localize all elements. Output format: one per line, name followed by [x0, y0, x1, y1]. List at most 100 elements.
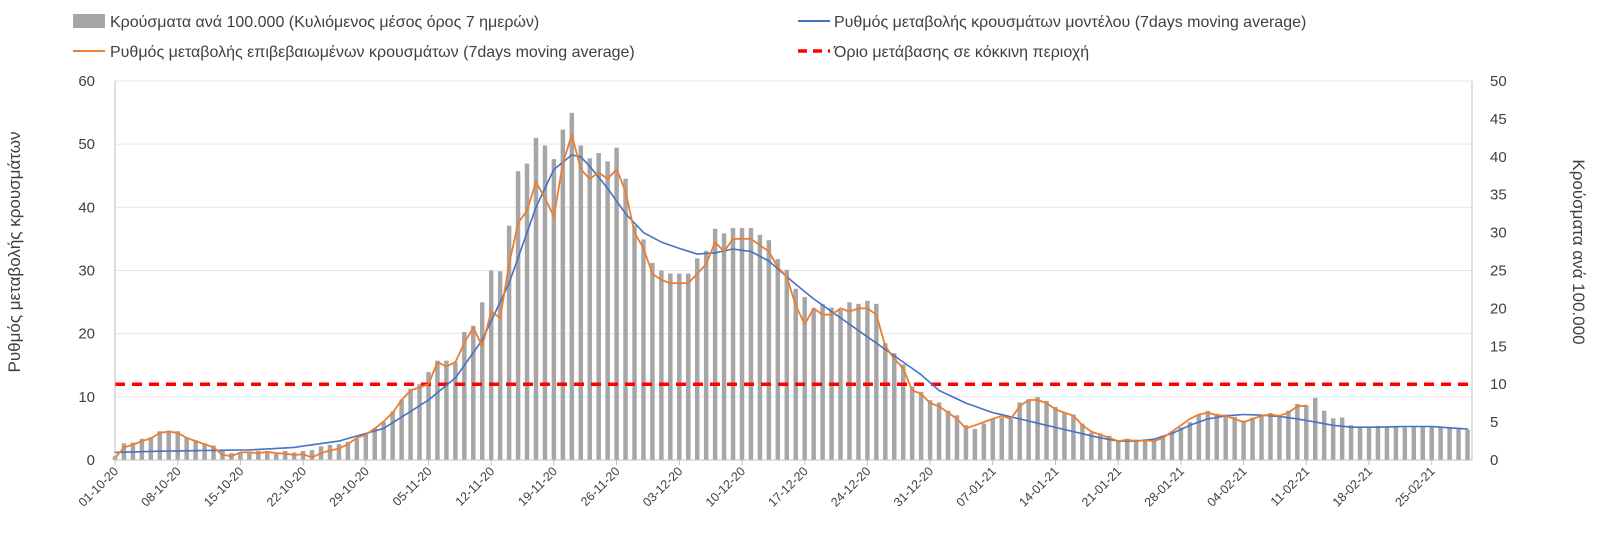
- bar: [1062, 412, 1067, 460]
- bar: [336, 444, 342, 460]
- bar: [900, 364, 906, 460]
- x-tick-label: 19-11-20: [515, 464, 560, 509]
- bar: [1259, 414, 1264, 460]
- bar: [1339, 417, 1345, 460]
- bar: [372, 428, 377, 460]
- bar: [927, 400, 933, 460]
- bar: [363, 434, 369, 460]
- bar: [381, 422, 386, 460]
- bar: [668, 273, 673, 460]
- right-tick-label: 40: [1490, 149, 1507, 166]
- right-tick-label: 30: [1490, 225, 1507, 242]
- bar: [1393, 426, 1399, 460]
- bar: [1321, 410, 1327, 460]
- x-tick-label: 28-01-21: [1142, 464, 1187, 509]
- bar: [820, 303, 825, 460]
- bar: [524, 163, 530, 460]
- bar: [399, 399, 404, 460]
- bar: [1178, 427, 1184, 460]
- bar: [650, 262, 655, 460]
- bar: [453, 362, 458, 460]
- bar: [1035, 397, 1040, 460]
- legend-model-label: Ρυθμός μεταβολής κρουσμάτων μοντέλου (7d…: [834, 14, 1306, 31]
- bar: [1232, 416, 1237, 460]
- bar: [291, 452, 297, 460]
- bar: [999, 417, 1004, 460]
- bar: [426, 372, 431, 460]
- x-tick-label: 03-12-20: [640, 464, 685, 509]
- bar: [202, 443, 207, 460]
- bar: [1106, 435, 1112, 460]
- bar: [775, 259, 781, 460]
- model-line: [114, 154, 1469, 454]
- bar: [677, 273, 682, 460]
- bar: [1187, 422, 1193, 460]
- x-tick-label: 29-10-20: [327, 464, 372, 509]
- bar: [874, 303, 879, 460]
- right-tick-label: 35: [1490, 187, 1507, 204]
- right-tick-label: 20: [1490, 300, 1507, 317]
- legend-threshold-label: Όριο μετάβασης σε κόκκινη περιοχή: [833, 44, 1089, 61]
- left-tick-label: 10: [78, 389, 95, 406]
- bar: [963, 425, 969, 460]
- legend-bars-label: Κρούσματα ανά 100.000 (Κυλιόμενος μέσος …: [110, 14, 539, 31]
- legend-bars-swatch: [73, 14, 105, 28]
- left-tick-label: 60: [78, 73, 95, 90]
- bar: [1142, 440, 1148, 460]
- bars-series: [112, 112, 1470, 461]
- bar: [1008, 419, 1013, 460]
- bar: [990, 419, 996, 460]
- bar: [981, 423, 987, 460]
- bar: [623, 178, 628, 461]
- bar: [1071, 414, 1076, 460]
- bar: [1053, 406, 1058, 460]
- bar: [247, 451, 252, 460]
- x-tick-label: 22-10-20: [264, 464, 309, 509]
- bar: [488, 270, 494, 460]
- bar: [1160, 435, 1166, 460]
- bar: [596, 153, 601, 460]
- bar: [1456, 428, 1461, 460]
- confirmed-line: [114, 133, 1308, 460]
- bar: [390, 411, 395, 460]
- x-tick-label: 18-02-21: [1330, 464, 1375, 509]
- left-tick-label: 0: [87, 452, 95, 469]
- bar: [1286, 410, 1291, 460]
- bar: [282, 450, 288, 460]
- bar: [560, 129, 566, 460]
- bar: [1196, 414, 1202, 460]
- bar: [1277, 415, 1282, 460]
- bar: [712, 228, 718, 460]
- bar: [856, 303, 861, 460]
- bar: [256, 450, 261, 460]
- bar: [587, 158, 592, 461]
- bar: [865, 300, 870, 460]
- bar: [1089, 432, 1094, 460]
- bar: [551, 159, 557, 460]
- bar: [1169, 433, 1175, 460]
- x-tick-label: 04-02-21: [1204, 464, 1249, 509]
- bar: [1115, 440, 1121, 460]
- bar: [686, 273, 691, 460]
- bar: [408, 388, 413, 460]
- bar: [238, 452, 243, 460]
- bar: [1402, 427, 1408, 460]
- x-tick-label: 07-01-21: [954, 464, 999, 509]
- bar: [1295, 403, 1300, 460]
- bar: [435, 360, 440, 460]
- bar: [605, 161, 610, 460]
- legend-confirmed-label: Ρυθμός μεταβολής επιβεβαιωμένων κρουσμάτ…: [110, 44, 635, 61]
- bar: [1304, 405, 1309, 460]
- bar: [497, 271, 503, 460]
- x-tick-label: 24-12-20: [828, 464, 873, 509]
- bar: [1313, 397, 1318, 460]
- bar: [462, 331, 467, 460]
- confirmed-series: [114, 133, 1308, 460]
- bar: [1330, 418, 1336, 460]
- bar: [184, 437, 189, 460]
- left-tick-label: 30: [78, 263, 95, 280]
- x-tick-label: 25-02-21: [1393, 464, 1438, 509]
- x-tick-label: 14-01-21: [1016, 464, 1061, 509]
- left-axis-title: Ρυθμός μεταβολής κρουσμάτων: [5, 132, 24, 373]
- x-tick-label: 01-10-20: [76, 464, 121, 509]
